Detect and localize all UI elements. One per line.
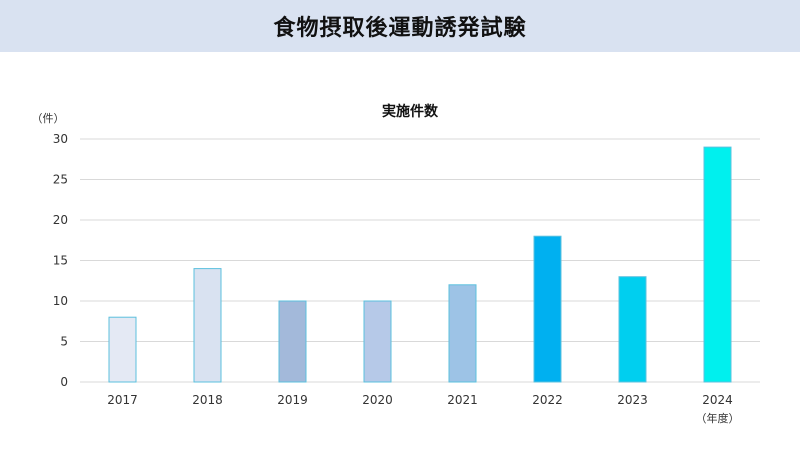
x-tick-label: 2019 [277, 393, 308, 407]
x-tick-label: 2022 [532, 393, 563, 407]
chart-title: 実施件数 [382, 103, 439, 120]
bar-2019 [278, 300, 307, 383]
bar-2021 [448, 284, 477, 383]
gridlines [80, 138, 760, 383]
x-tick-label: 2021 [447, 393, 478, 407]
x-tick-label: 2024 [702, 393, 733, 407]
bar-2022 [533, 235, 562, 383]
y-axis-ticks: 0 5 10 15 20 25 30 [53, 132, 68, 389]
x-tick-label: 2018 [192, 393, 223, 407]
x-tick-label: 2020 [362, 393, 393, 407]
bar-2018 [193, 268, 222, 383]
page-title: 食物摂取後運動誘発試験 [273, 16, 527, 41]
bar-2023 [618, 276, 647, 383]
title-bar: 食物摂取後運動誘発試験 [0, 0, 800, 52]
x-axis-unit-label: （年度） [696, 411, 740, 425]
bar-2017 [108, 316, 137, 383]
bars [108, 146, 732, 383]
x-tick-label: 2023 [617, 393, 648, 407]
y-tick-label: 5 [60, 335, 68, 349]
y-tick-label: 15 [53, 254, 68, 268]
x-axis-ticks: 2017 2018 2019 2020 2021 2022 2023 2024 [107, 393, 733, 407]
bar-2020 [363, 300, 392, 383]
y-tick-label: 25 [53, 173, 68, 187]
y-tick-label: 30 [53, 132, 68, 146]
bar-2024 [703, 146, 732, 383]
y-axis-unit-label: （件） [32, 112, 65, 125]
y-tick-label: 10 [53, 294, 68, 308]
y-tick-label: 20 [53, 213, 68, 227]
y-tick-label: 0 [60, 375, 68, 389]
x-tick-label: 2017 [107, 393, 138, 407]
